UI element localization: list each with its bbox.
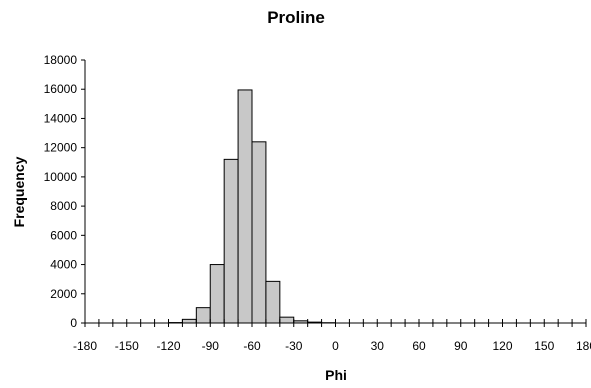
y-tick-label-3: 6000 [50,228,77,242]
histogram-bar-7 [265,280,281,324]
x-axis-title: Phi [325,367,347,383]
y-tick-label-2: 4000 [50,258,77,272]
y-tick-label-9: 18000 [44,53,78,67]
y-tick-label-7: 14000 [44,111,78,125]
y-tick-label-5: 10000 [44,170,78,184]
histogram-bar-1 [181,318,197,324]
x-axis: -180 -150 -120 -90 -60 -30 0 30 60 90 120 150 180 [73,319,591,353]
histogram-bar-6 [251,141,267,324]
histogram-bar-8 [279,316,295,324]
histogram-bar-5 [237,89,253,324]
x-tick-label-6: 0 [332,339,339,353]
y-tick-label-4: 8000 [50,199,77,213]
x-tick-label-7: 30 [371,339,385,353]
y-tick-label-8: 16000 [44,82,78,96]
x-tick-label-9: 90 [454,339,468,353]
histogram-bar-2 [195,307,211,324]
x-tick-label-11: 150 [534,339,554,353]
y-tick-label-1: 2000 [50,287,77,301]
chart-title: Proline [267,8,325,27]
x-tick-label-2: -120 [156,339,180,353]
x-tick-label-0: -180 [73,339,97,353]
x-tick-label-12: 180 [576,339,591,353]
x-tick-label-5: -30 [285,339,303,353]
x-tick-label-8: 60 [412,339,426,353]
x-tick-label-3: -90 [202,339,220,353]
x-tick-label-4: -60 [243,339,261,353]
x-tick-label-1: -150 [115,339,139,353]
y-tick-label-0: 0 [70,316,77,330]
bars-group [168,89,336,324]
x-tick-label-10: 120 [492,339,512,353]
histogram-bar-3 [209,264,225,324]
y-axis-title: Frequency [11,156,27,227]
y-tick-label-6: 12000 [44,141,78,155]
histogram-bar-4 [223,158,239,324]
y-axis: 0 2000 4000 6000 8000 10000 12000 14000 16000 180… [44,53,86,330]
